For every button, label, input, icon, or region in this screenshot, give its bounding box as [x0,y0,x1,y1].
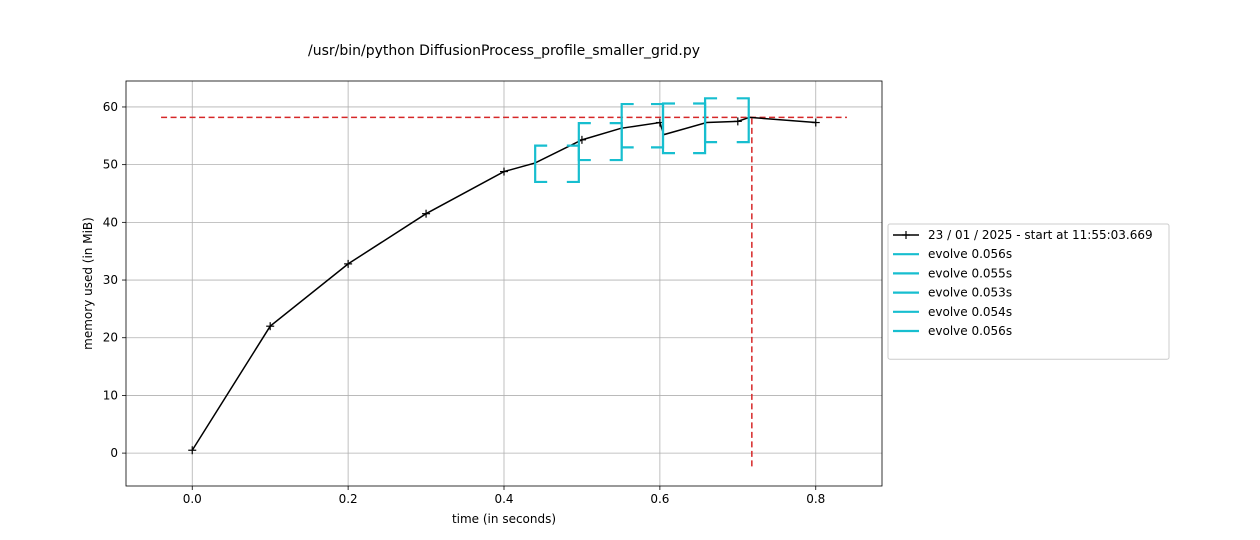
series-layer [188,116,820,455]
y-tick-label: 30 [103,273,118,287]
x-tick-label: 0.6 [650,492,669,506]
legend-label: evolve 0.056s [928,324,1012,338]
x-axis-ticks: 0.0 0.2 0.4 0.6 0.8 [183,486,825,506]
legend-label: evolve 0.053s [928,286,1012,300]
bracket-close [693,102,707,155]
x-tick-label: 0.8 [806,492,825,506]
legend-entry-function: evolve 0.054s [893,305,1012,319]
y-tick-label: 10 [103,388,118,402]
legend-entry-function: evolve 0.055s [893,266,1012,280]
legend-frame [887,223,1170,360]
bracket-open [534,144,548,184]
y-axis-ticks: 0 10 20 30 40 50 60 [103,100,126,460]
bracket-close [566,144,580,184]
data-point [266,322,275,331]
legend-label: evolve 0.054s [928,305,1012,319]
grid [126,81,882,486]
bracket-open [661,102,675,155]
bracket-close [736,97,750,144]
data-point [188,446,197,455]
data-point [422,209,431,218]
x-axis-label: time (in seconds) [452,512,556,526]
y-tick-label: 0 [110,446,118,460]
x-tick-label: 0.2 [339,492,358,506]
data-point [344,259,353,268]
legend-label: evolve 0.056s [928,247,1012,261]
y-axis-label: memory used (in MiB) [81,217,95,350]
y-tick-label: 50 [103,158,118,172]
legend-entry-function: evolve 0.056s [893,247,1012,261]
data-point [811,118,820,127]
function-bracket [703,97,750,144]
bracket-open [577,122,591,162]
y-tick-label: 20 [103,331,118,345]
legend: 23 / 01 / 2025 - start at 11:55:03.669 ev… [887,223,1170,360]
function-bracket [534,144,580,184]
bracket-open [703,97,718,144]
y-tick-label: 60 [103,100,118,114]
legend-entry-series: 23 / 01 / 2025 - start at 11:55:03.669 [893,228,1153,242]
legend-label: evolve 0.055s [928,266,1012,280]
legend-label: 23 / 01 / 2025 - start at 11:55:03.669 [928,228,1153,242]
x-tick-label: 0.4 [494,492,513,506]
memory-series-line [191,116,816,451]
legend-entry-function: evolve 0.056s [893,324,1012,338]
reference-lines [161,116,847,467]
legend-entry-function: evolve 0.053s [893,286,1012,300]
data-point [733,117,742,126]
function-bracket [577,122,623,162]
x-tick-label: 0.0 [183,492,202,506]
y-tick-label: 40 [103,215,118,229]
function-brackets [534,97,750,184]
data-point [500,167,508,176]
chart-title: /usr/bin/python DiffusionProcess_profile… [308,43,700,59]
bracket-open [620,102,634,149]
